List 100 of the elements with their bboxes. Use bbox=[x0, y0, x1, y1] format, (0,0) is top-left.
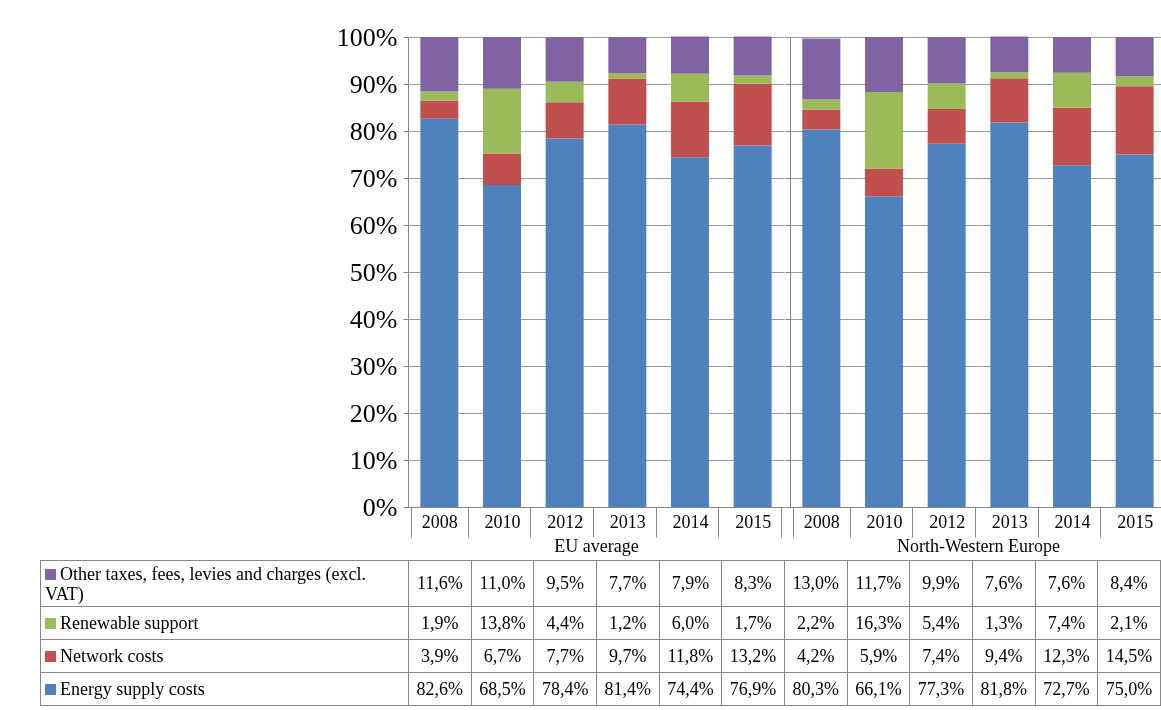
bar bbox=[865, 91, 903, 169]
y-tick-label: 0% bbox=[362, 492, 398, 522]
legend-label: Other taxes, fees, levies and charges (excl. VAT) bbox=[40, 560, 409, 607]
bar bbox=[990, 72, 1029, 79]
x-tick-label: 2008 bbox=[421, 511, 458, 532]
data-label: 11,0% bbox=[471, 560, 534, 607]
bar bbox=[1053, 72, 1091, 108]
y-tick-label: 30% bbox=[349, 351, 398, 381]
data-label: 7,6% bbox=[972, 560, 1036, 607]
data-label: 13,2% bbox=[721, 639, 785, 673]
bar bbox=[733, 145, 772, 507]
data-label: 68,5% bbox=[471, 672, 534, 706]
x-tick-label: 2012 bbox=[547, 511, 584, 532]
data-label: 81,8% bbox=[972, 672, 1036, 706]
y-tick-label: 70% bbox=[349, 163, 398, 193]
data-label: 66,1% bbox=[847, 672, 910, 706]
data-label: 11,7% bbox=[847, 560, 910, 607]
data-label: 13,0% bbox=[784, 560, 848, 607]
bar bbox=[927, 83, 966, 109]
bar bbox=[865, 196, 903, 507]
data-label: 74,4% bbox=[659, 672, 722, 706]
bar bbox=[927, 143, 966, 507]
bar bbox=[608, 37, 647, 74]
bar bbox=[608, 73, 647, 79]
y-tick-label: 90% bbox=[349, 69, 398, 99]
x-axis-title: North-Western Europe bbox=[897, 536, 1060, 556]
legend-label: Renewable support bbox=[40, 606, 409, 640]
data-label: 9,7% bbox=[596, 639, 660, 673]
bar bbox=[802, 38, 841, 100]
data-label: 12,3% bbox=[1035, 639, 1098, 673]
data-label: 7,4% bbox=[909, 639, 973, 673]
data-label: 6,0% bbox=[659, 606, 722, 640]
y-tick-label: 40% bbox=[349, 304, 398, 334]
bar bbox=[733, 83, 772, 146]
data-label: 2,2% bbox=[784, 606, 848, 640]
bar bbox=[1053, 107, 1091, 166]
data-label: 5,9% bbox=[847, 639, 910, 673]
data-label: 7,4% bbox=[1035, 606, 1098, 640]
bar bbox=[802, 99, 841, 110]
data-label: 11,6% bbox=[408, 560, 472, 607]
bar bbox=[420, 37, 459, 92]
data-label: 1,3% bbox=[972, 606, 1036, 640]
data-label: 80,3% bbox=[784, 672, 848, 706]
data-label: 9,5% bbox=[533, 560, 597, 607]
data-label: 7,6% bbox=[1035, 560, 1098, 607]
x-tick-label: 2010 bbox=[484, 511, 521, 532]
data-label: 72,7% bbox=[1035, 672, 1098, 706]
bar bbox=[1115, 154, 1154, 507]
y-tick-label: 50% bbox=[349, 257, 398, 287]
data-label: 1,7% bbox=[721, 606, 785, 640]
data-label: 78,4% bbox=[533, 672, 597, 706]
bar bbox=[545, 138, 584, 507]
bar bbox=[865, 37, 903, 92]
bar bbox=[483, 185, 521, 507]
data-label: 14,5% bbox=[1097, 639, 1161, 673]
x-tick-label: 2008 bbox=[803, 511, 840, 532]
data-label: 6,7% bbox=[471, 639, 534, 673]
bar bbox=[420, 118, 459, 507]
bar bbox=[865, 168, 903, 197]
bar bbox=[420, 100, 459, 119]
bar bbox=[1115, 86, 1154, 155]
bar bbox=[927, 37, 966, 84]
bar bbox=[1053, 165, 1091, 507]
bar bbox=[545, 102, 584, 139]
data-label: 7,7% bbox=[533, 639, 597, 673]
bar bbox=[671, 36, 709, 74]
bar bbox=[1053, 37, 1091, 73]
data-label: 3,9% bbox=[408, 639, 472, 673]
bar bbox=[420, 91, 459, 101]
bar bbox=[671, 157, 709, 507]
data-label: 16,3% bbox=[847, 606, 910, 640]
bar bbox=[545, 37, 584, 82]
data-label: 9,4% bbox=[972, 639, 1036, 673]
y-tick-label: 80% bbox=[349, 116, 398, 146]
x-tick-label: 2013 bbox=[609, 511, 646, 532]
data-label: 7,7% bbox=[596, 560, 660, 607]
data-label: 1,9% bbox=[408, 606, 472, 640]
data-label: 7,9% bbox=[659, 560, 722, 607]
x-tick-label: 2013 bbox=[991, 511, 1028, 532]
bar bbox=[990, 36, 1029, 73]
data-label: 81,4% bbox=[596, 672, 660, 706]
bar bbox=[990, 122, 1029, 507]
x-tick-label: 2010 bbox=[866, 511, 903, 532]
bar bbox=[990, 78, 1029, 123]
bar bbox=[927, 108, 966, 144]
x-tick-label: 2014 bbox=[1054, 511, 1091, 532]
y-tick-label: 100% bbox=[336, 22, 398, 52]
y-tick-label: 10% bbox=[349, 445, 398, 475]
y-tick-label: 60% bbox=[349, 210, 398, 240]
x-axis-title: EU average bbox=[554, 536, 639, 556]
x-tick-label: 2015 bbox=[1117, 511, 1154, 532]
data-label: 76,9% bbox=[721, 672, 785, 706]
bar bbox=[671, 101, 709, 158]
data-label: 5,4% bbox=[909, 606, 973, 640]
data-label: 11,8% bbox=[659, 639, 722, 673]
x-tick-label: 2014 bbox=[672, 511, 709, 532]
legend-label: Network costs bbox=[40, 639, 409, 673]
bar bbox=[671, 73, 709, 102]
bar bbox=[608, 78, 647, 125]
bar bbox=[802, 109, 841, 130]
